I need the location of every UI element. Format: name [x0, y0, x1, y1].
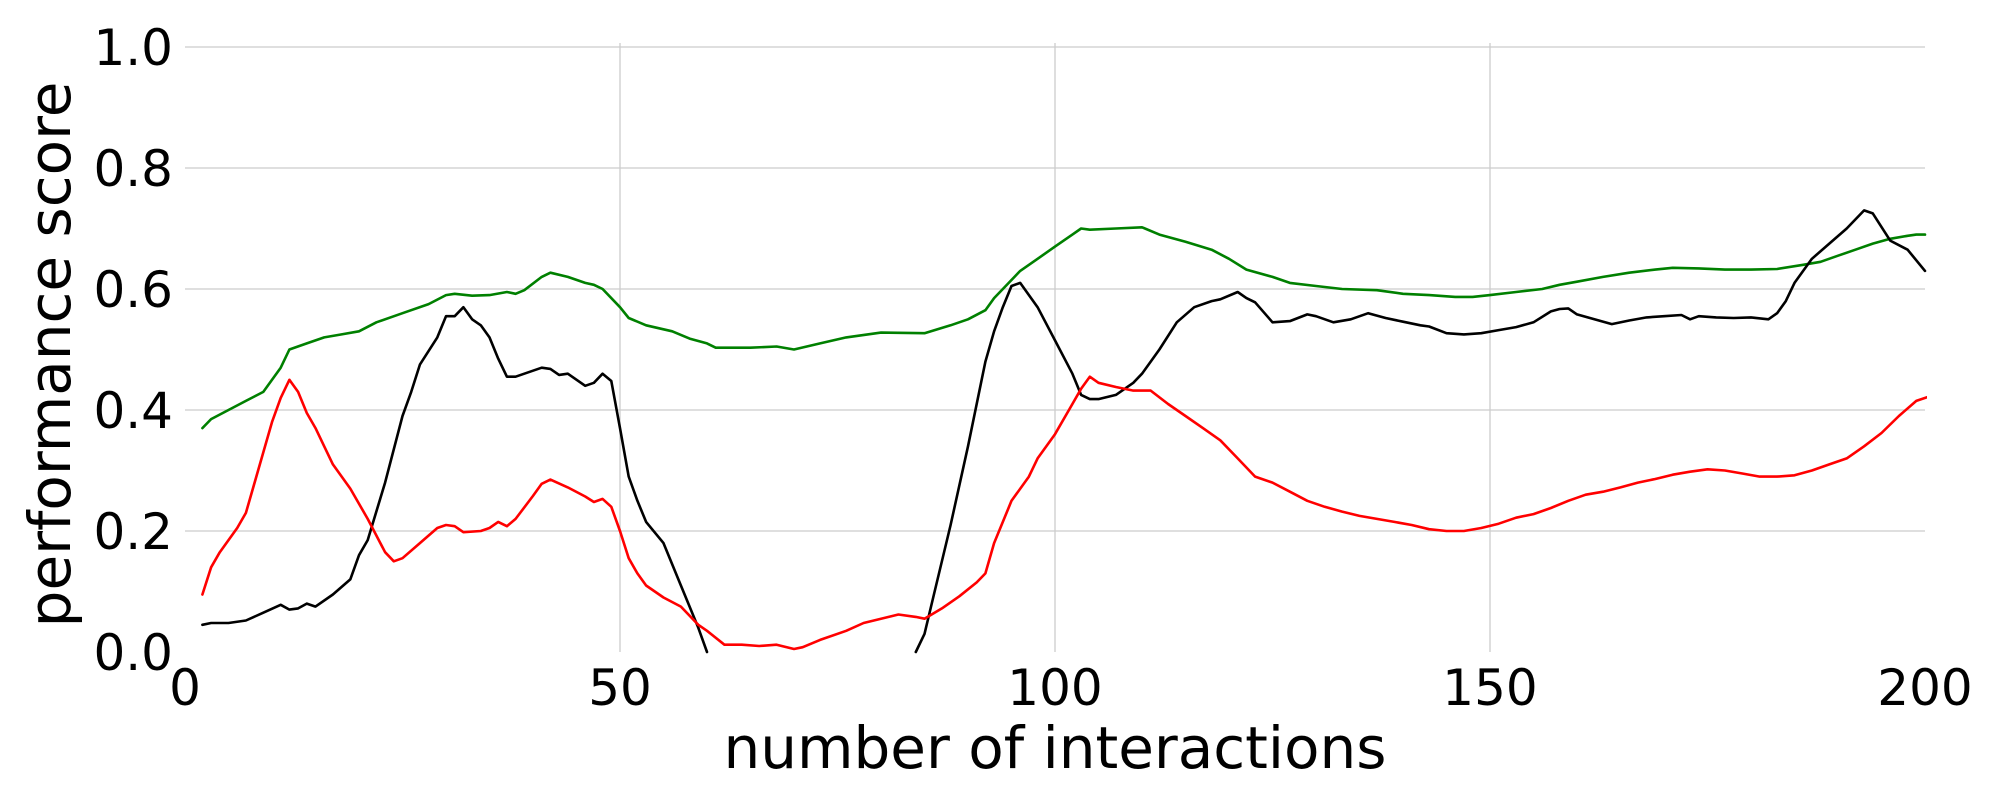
series-layer: [201, 209, 1927, 654]
x-tick-label: 0: [169, 659, 201, 717]
y-tick-label: 0.6: [93, 261, 173, 319]
y-tick-labels: 0.0 0.2 0.4 0.6 0.8 1.0: [93, 19, 173, 682]
series-line-2: [201, 305, 709, 654]
x-tick-label: 150: [1442, 659, 1537, 717]
x-tick-label: 100: [1007, 659, 1102, 717]
series-line-3: [914, 209, 1927, 654]
x-tick-labels: 0 50 100 150 200: [169, 659, 1973, 717]
x-tick-label: 50: [588, 659, 652, 717]
x-tick-label: 200: [1877, 659, 1972, 717]
x-gridlines: [619, 43, 1491, 652]
series-line-1: [201, 226, 1927, 430]
y-tick-label: 1.0: [93, 19, 173, 77]
y-axis-label: performance score: [16, 82, 84, 628]
series-line-4: [201, 375, 1927, 651]
x-axis-label: number of interactions: [723, 714, 1386, 782]
y-tick-label: 0.4: [93, 382, 173, 440]
y-tick-label: 0.2: [93, 503, 173, 561]
y-tick-label: 0.8: [93, 140, 173, 198]
y-tick-label: 0.0: [93, 624, 173, 682]
